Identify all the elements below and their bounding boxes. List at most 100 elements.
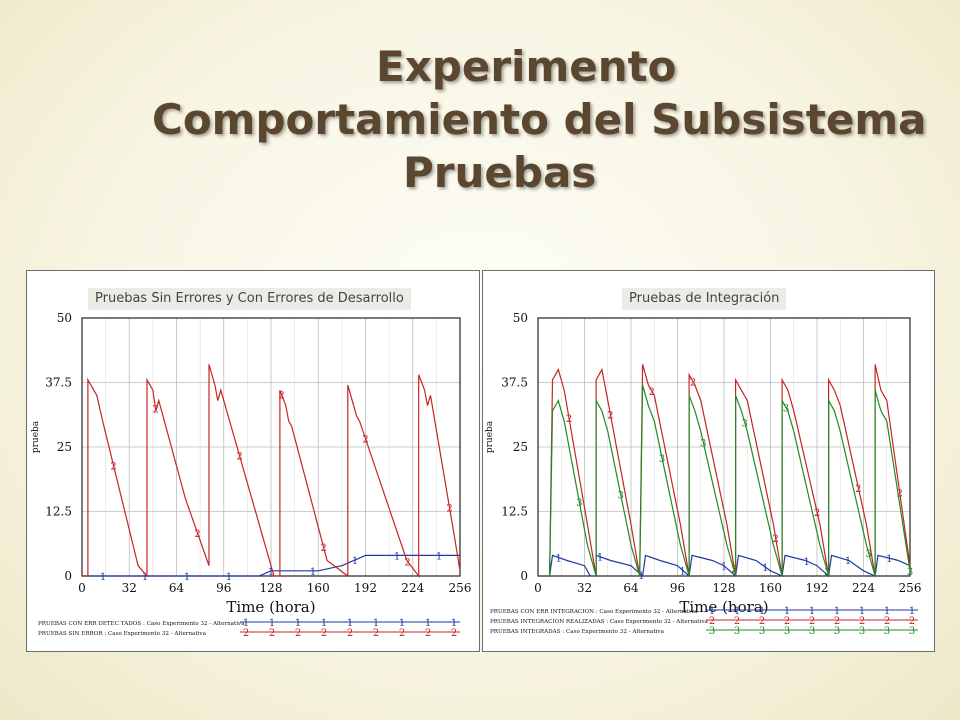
slide-title-line-1: Experimento <box>376 42 677 91</box>
legend-label-3: PRUEBAS INTEGRADAS : Caso Experimento 32… <box>490 629 665 635</box>
legend-marker-3: 3 <box>884 626 890 637</box>
series-marker-2: 2 <box>152 405 158 416</box>
legend-label-2: PRUEBAS SIN ERROR : Caso Experimento 32 … <box>38 631 207 637</box>
legend-marker-3: 3 <box>809 626 815 637</box>
series-marker-3: 3 <box>659 454 665 465</box>
y-tick-label: 50 <box>513 311 528 325</box>
slide-title-line-3: Pruebas <box>403 148 597 197</box>
legend-label-1: PRUEBAS CON ERR INTEGRACION : Caso Exper… <box>490 609 698 615</box>
series-marker-3: 3 <box>824 567 830 578</box>
y-axis-label: prueba <box>485 420 495 453</box>
chart-0: 0 32 64 96 128 160 192 224 256 0 12.5 25 37.5 50 Time … <box>31 311 471 639</box>
legend-marker-3: 3 <box>759 626 765 637</box>
series-line-1 <box>538 554 911 578</box>
legend-marker-3: 3 <box>909 626 915 637</box>
x-tick-label: 192 <box>806 581 829 595</box>
legend-marker-2: 2 <box>809 616 815 627</box>
series-marker-3: 3 <box>783 403 789 414</box>
legend-label-1: PRUEBAS CON ERR DETEC TADOS : Caso Exper… <box>38 621 245 627</box>
series-marker-1: 1 <box>436 551 442 562</box>
series-marker-2: 2 <box>772 534 778 545</box>
series-marker-3: 3 <box>576 498 582 509</box>
legend-marker-2: 2 <box>451 628 457 639</box>
series-marker-3: 3 <box>865 549 871 560</box>
legend-marker-2: 2 <box>709 616 715 627</box>
legend-marker-1: 1 <box>784 606 790 617</box>
series-marker-2: 2 <box>648 387 654 398</box>
series-line-2 <box>82 364 461 578</box>
legend-marker-1: 1 <box>884 606 890 617</box>
y-tick-label: 12.5 <box>45 505 72 519</box>
legend-marker-1: 1 <box>859 606 865 617</box>
series-marker-2: 2 <box>110 461 116 472</box>
series-marker-1: 1 <box>721 562 727 573</box>
chart-panel-right <box>482 270 935 652</box>
x-tick-label: 0 <box>78 581 86 595</box>
legend-marker-3: 3 <box>834 626 840 637</box>
y-tick-label: 0 <box>520 569 528 583</box>
legend-marker-2: 2 <box>373 628 379 639</box>
series-marker-1: 1 <box>555 554 561 565</box>
series-marker-1: 1 <box>886 554 892 565</box>
legend-marker-1: 1 <box>909 606 915 617</box>
series-marker-2: 2 <box>607 410 613 421</box>
legend-marker-2: 2 <box>834 616 840 627</box>
series-line-1 <box>82 554 460 577</box>
plot-frame <box>537 317 911 577</box>
series-marker-1: 1 <box>226 572 232 583</box>
series-marker-2: 2 <box>278 391 284 402</box>
series-marker-1: 1 <box>268 567 274 578</box>
chart-panel-left <box>26 270 480 652</box>
x-tick-label: 32 <box>577 581 592 595</box>
legend-marker-1: 1 <box>243 618 249 629</box>
x-axis-label: Time (hora) <box>226 598 315 616</box>
legend-marker-3: 3 <box>709 626 715 637</box>
plot-frame <box>81 317 461 577</box>
series-marker-1: 1 <box>394 551 400 562</box>
series-marker-2: 2 <box>320 543 326 554</box>
legend-marker-2: 2 <box>759 616 765 627</box>
y-axis-label: prueba <box>31 420 41 453</box>
y-tick-label: 12.5 <box>501 505 528 519</box>
legend-marker-2: 2 <box>859 616 865 627</box>
x-axis-label: Time (hora) <box>679 598 768 616</box>
chart-title-left: Pruebas Sin Errores y Con Errores de Des… <box>88 288 411 310</box>
series-marker-1: 1 <box>845 556 851 567</box>
x-tick-label: 128 <box>260 581 283 595</box>
legend-marker-1: 1 <box>347 618 353 629</box>
series-marker-1: 1 <box>184 572 190 583</box>
x-tick-label: 64 <box>623 581 639 595</box>
x-tick-label: 96 <box>216 581 231 595</box>
series-marker-2: 2 <box>446 504 452 515</box>
series-marker-2: 2 <box>566 414 572 425</box>
legend-marker-1: 1 <box>373 618 379 629</box>
legend-marker-1: 1 <box>321 618 327 629</box>
legend-marker-2: 2 <box>909 616 915 627</box>
legend-marker-1: 1 <box>399 618 405 629</box>
x-tick-label: 32 <box>122 581 137 595</box>
series-marker-2: 2 <box>404 557 410 568</box>
series-marker-1: 1 <box>597 553 603 564</box>
series-marker-3: 3 <box>700 439 706 450</box>
series-marker-3: 3 <box>741 418 747 429</box>
legend-marker-2: 2 <box>784 616 790 627</box>
series-line-3 <box>538 384 911 577</box>
legend-marker-2: 2 <box>425 628 431 639</box>
x-tick-label: 192 <box>354 581 377 595</box>
y-tick-label: 50 <box>57 311 72 325</box>
series-marker-1: 1 <box>352 556 358 567</box>
series-marker-3: 3 <box>617 491 623 502</box>
legend-marker-2: 2 <box>734 616 740 627</box>
legend-marker-3: 3 <box>734 626 740 637</box>
legend-marker-2: 2 <box>884 616 890 627</box>
series-marker-2: 2 <box>690 378 696 389</box>
y-tick-label: 37.5 <box>45 376 72 390</box>
series-marker-2: 2 <box>362 435 368 446</box>
legend-marker-1: 1 <box>269 618 275 629</box>
x-tick-label: 224 <box>401 581 424 595</box>
series-marker-1: 1 <box>803 557 809 568</box>
legend-marker-1: 1 <box>425 618 431 629</box>
x-tick-label: 160 <box>307 581 330 595</box>
legend-marker-2: 2 <box>243 628 249 639</box>
series-marker-1: 1 <box>100 572 106 583</box>
